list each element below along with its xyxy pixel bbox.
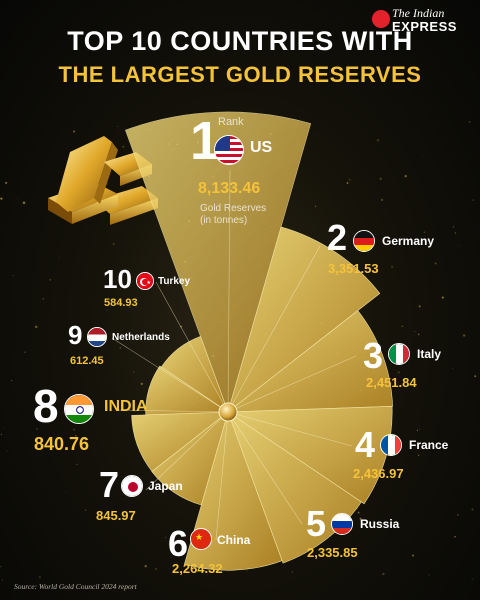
title-line1: TOP 10 COUNTRIES WITH (67, 26, 413, 56)
italy-flag-icon (388, 343, 410, 365)
country-name-turkey: Turkey (158, 276, 191, 287)
rank-number-5: 5 (306, 503, 327, 544)
value-netherlands: 612.45 (70, 355, 104, 367)
turkey-flag-icon: ★ (136, 272, 154, 290)
leader-line-france (227, 411, 353, 447)
leader-line-us (227, 169, 231, 413)
value-japan: 845.97 (96, 508, 136, 523)
netherlands-flag-icon (87, 327, 107, 347)
svg-text:★: ★ (195, 533, 203, 543)
japan-flag-icon (121, 475, 143, 497)
wedge-france (227, 405, 393, 505)
india-flag-icon (64, 394, 94, 424)
wedge-netherlands (145, 365, 229, 416)
value-india: 840.76 (34, 434, 90, 454)
rank-label: Rank (218, 116, 244, 128)
leader-line-china (215, 411, 229, 541)
gold-reserves-label: Gold Reserves (200, 203, 267, 214)
leader-line-russia (227, 411, 303, 525)
rank-number-9: 9 (68, 320, 83, 350)
wedge-italy (227, 310, 393, 413)
russia-flag-icon (331, 513, 353, 535)
indian-express-logo-icon (372, 10, 390, 28)
rank-number-3: 3 (363, 335, 384, 376)
leader-line-netherlands (111, 337, 229, 413)
country-name-germany: Germany (382, 234, 435, 248)
svg-text:★: ★ (147, 280, 152, 286)
wedge-group (125, 111, 393, 571)
value-france: 2,436.97 (353, 466, 404, 481)
value-us: 8,133.46 (198, 180, 261, 197)
leader-line-turkey (155, 281, 229, 413)
rank-number-7: 7 (99, 464, 120, 505)
country-name-russia: Russia (360, 517, 400, 531)
china-flag-icon: ★ (190, 528, 212, 550)
wedge-india (131, 411, 229, 472)
wedge-us (125, 111, 312, 413)
country-name-japan: Japan (148, 479, 183, 493)
country-name-india: INDIA (104, 398, 148, 415)
country-name-italy: Italy (417, 347, 442, 361)
france-flag-icon (380, 434, 402, 456)
rank-number-2: 2 (327, 217, 348, 258)
source-note: Source: World Gold Council 2024 report (14, 582, 137, 591)
rank-number-6: 6 (168, 523, 189, 564)
chart-hub (218, 402, 238, 422)
country-name-china: China (217, 533, 251, 547)
value-china: 2,264.32 (172, 561, 223, 576)
leader-line-japan (145, 411, 229, 491)
leader-line-italy (227, 355, 357, 413)
value-turkey: 584.93 (104, 297, 138, 309)
leader-line-germany (227, 245, 321, 413)
leader-line-india (117, 409, 229, 413)
value-italy: 2,451.84 (366, 375, 417, 390)
country-name-france: France (409, 438, 449, 452)
leader-lines (111, 169, 357, 541)
rank-number-10: 10 (103, 264, 132, 294)
wedge-germany (227, 226, 381, 413)
gold-bars-icon (48, 136, 158, 225)
brand-line1: The Indian (392, 6, 445, 20)
title-line2: THE LARGEST GOLD RESERVES (58, 62, 422, 87)
wedge-russia (227, 411, 362, 564)
rank-number-4: 4 (355, 424, 376, 465)
brand-logo: The Indian EXPRESS (392, 6, 457, 34)
country-name-netherlands: Netherlands (112, 332, 170, 343)
wedge-turkey (160, 336, 229, 413)
brand-line2: EXPRESS (392, 19, 457, 34)
value-russia: 2,335.85 (307, 545, 358, 560)
rank-number-1: 1 (190, 111, 221, 171)
us-flag-icon (214, 135, 244, 165)
rank-number-8: 8 (33, 380, 59, 432)
country-name-us: US (250, 139, 273, 156)
unit-label: (in tonnes) (200, 215, 248, 226)
value-germany: 3,351.53 (328, 261, 379, 276)
germany-flag-icon (353, 230, 375, 252)
